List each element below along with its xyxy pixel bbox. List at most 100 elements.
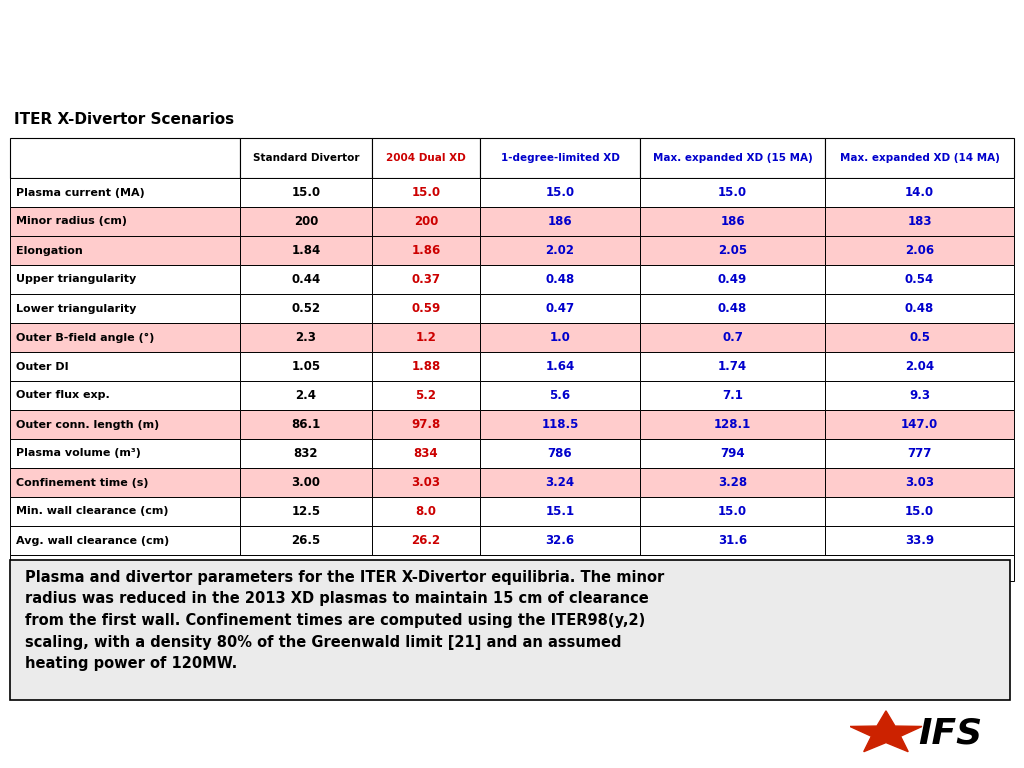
Bar xyxy=(825,352,1014,381)
Bar xyxy=(240,207,372,236)
Bar xyxy=(372,381,480,410)
Text: IFS: IFS xyxy=(919,717,983,750)
Bar xyxy=(480,138,640,178)
Bar xyxy=(640,323,825,352)
Bar xyxy=(240,352,372,381)
Bar xyxy=(825,265,1014,294)
Text: 3.24: 3.24 xyxy=(546,476,574,489)
Text: 8.0: 8.0 xyxy=(416,505,436,518)
Bar xyxy=(480,410,640,439)
Text: 0.52: 0.52 xyxy=(292,302,321,315)
Bar xyxy=(825,439,1014,468)
Bar xyxy=(480,178,640,207)
Text: Standard Divertor: Standard Divertor xyxy=(253,153,359,163)
Bar xyxy=(240,236,372,265)
Text: 1-degree-limited XD: 1-degree-limited XD xyxy=(501,153,620,163)
Text: 3.00: 3.00 xyxy=(292,476,321,489)
Text: 3.03: 3.03 xyxy=(905,476,934,489)
Text: 9.3: 9.3 xyxy=(909,389,930,402)
Bar xyxy=(640,265,825,294)
Bar xyxy=(480,207,640,236)
Bar xyxy=(10,178,240,207)
Bar xyxy=(640,497,825,526)
Text: 0.44: 0.44 xyxy=(292,273,321,286)
Text: 186: 186 xyxy=(548,215,572,228)
Text: 0.48: 0.48 xyxy=(546,273,574,286)
Text: * 2013 XD results (ITER coils): * 2013 XD results (ITER coils) xyxy=(281,563,454,573)
Text: Plasma and divertor parameters for the ITER X-Divertor equilibria. The minor
rad: Plasma and divertor parameters for the I… xyxy=(25,570,665,671)
Bar xyxy=(825,497,1014,526)
Text: 186: 186 xyxy=(720,215,744,228)
Bar xyxy=(372,265,480,294)
Text: ITER X-Divertor Scenarios: ITER X-Divertor Scenarios xyxy=(14,111,234,127)
Bar xyxy=(372,323,480,352)
Text: 0.48: 0.48 xyxy=(718,302,748,315)
Text: 7.1: 7.1 xyxy=(722,389,743,402)
Text: Confinement time (s): Confinement time (s) xyxy=(16,478,148,488)
Bar xyxy=(372,178,480,207)
Text: 1.05: 1.05 xyxy=(292,360,321,373)
Bar xyxy=(10,468,240,497)
Bar xyxy=(10,138,240,178)
Polygon shape xyxy=(850,711,922,752)
Text: 1.74: 1.74 xyxy=(718,360,748,373)
Text: 3.28: 3.28 xyxy=(718,476,748,489)
Bar xyxy=(372,468,480,497)
Text: 97.8: 97.8 xyxy=(412,418,440,431)
Text: 0.48: 0.48 xyxy=(905,302,934,315)
Bar xyxy=(480,381,640,410)
Text: Outer conn. length (m): Outer conn. length (m) xyxy=(16,419,160,429)
Bar xyxy=(825,294,1014,323)
Bar xyxy=(240,381,372,410)
Text: 0.54: 0.54 xyxy=(905,273,934,286)
Text: Max. expanded XD (15 MA): Max. expanded XD (15 MA) xyxy=(652,153,812,163)
Bar xyxy=(825,526,1014,555)
Bar xyxy=(372,410,480,439)
Bar xyxy=(825,381,1014,410)
Bar xyxy=(10,439,240,468)
Bar xyxy=(10,207,240,236)
Text: 0.47: 0.47 xyxy=(546,302,574,315)
Bar xyxy=(372,439,480,468)
Bar xyxy=(825,468,1014,497)
Bar xyxy=(480,323,640,352)
Bar xyxy=(825,323,1014,352)
Bar xyxy=(640,178,825,207)
Text: 15.0: 15.0 xyxy=(718,186,748,199)
Bar xyxy=(640,236,825,265)
Text: Outer DI: Outer DI xyxy=(16,362,69,372)
Bar xyxy=(240,323,372,352)
Text: Avg. wall clearance (cm): Avg. wall clearance (cm) xyxy=(16,535,169,545)
Bar xyxy=(240,178,372,207)
Text: 147.0: 147.0 xyxy=(901,418,938,431)
Text: 1.88: 1.88 xyxy=(412,360,440,373)
Text: 31.6: 31.6 xyxy=(718,534,748,547)
Text: 2.04: 2.04 xyxy=(905,360,934,373)
Bar xyxy=(480,439,640,468)
Text: 32.6: 32.6 xyxy=(546,534,574,547)
Bar xyxy=(10,100,1014,138)
Text: 1.2: 1.2 xyxy=(416,331,436,344)
Text: 33.9: 33.9 xyxy=(905,534,934,547)
Text: Lower triangularity: Lower triangularity xyxy=(16,303,136,313)
Text: 1.84: 1.84 xyxy=(292,244,321,257)
Text: 12.5: 12.5 xyxy=(292,505,321,518)
Text: Min. wall clearance (cm): Min. wall clearance (cm) xyxy=(16,507,169,517)
Text: 0.37: 0.37 xyxy=(412,273,440,286)
Text: 15.0: 15.0 xyxy=(905,505,934,518)
Bar xyxy=(640,294,825,323)
Text: 128.1: 128.1 xyxy=(714,418,752,431)
Bar xyxy=(372,526,480,555)
Text: 2004 Dual XD: 2004 Dual XD xyxy=(386,153,466,163)
Text: 118.5: 118.5 xyxy=(542,418,579,431)
Bar xyxy=(10,381,240,410)
Text: 26.2: 26.2 xyxy=(412,534,440,547)
Bar xyxy=(640,468,825,497)
Bar xyxy=(640,352,825,381)
Text: 15.0: 15.0 xyxy=(718,505,748,518)
Text: 15.0: 15.0 xyxy=(292,186,321,199)
Text: 200: 200 xyxy=(294,215,318,228)
Bar xyxy=(825,410,1014,439)
Text: 794: 794 xyxy=(720,447,744,460)
Bar xyxy=(10,410,240,439)
